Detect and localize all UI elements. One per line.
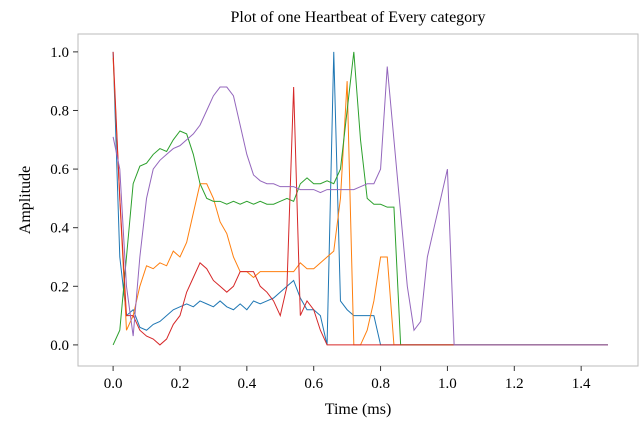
series-line xyxy=(112,66,608,346)
x-tick-label: 1.2 xyxy=(505,376,524,392)
series-line xyxy=(112,51,608,346)
y-tick-label: 0.8 xyxy=(50,103,69,119)
x-tick-label: 0.4 xyxy=(237,376,256,392)
y-tick-label: 1.0 xyxy=(50,45,69,61)
x-tick-label: 1.0 xyxy=(438,376,457,392)
x-axis-label: Time (ms) xyxy=(325,401,392,418)
chart-title: Plot of one Heartbeat of Every category xyxy=(230,9,485,26)
x-tick-label: 0.0 xyxy=(104,376,123,392)
x-tick-label: 0.6 xyxy=(304,376,323,392)
series-line xyxy=(112,51,608,346)
x-tick-label: 1.4 xyxy=(572,376,591,392)
y-tick-label: 0.6 xyxy=(50,162,69,178)
plot-frame xyxy=(77,33,639,367)
y-tick-label: 0.4 xyxy=(50,221,69,237)
y-tick-label: 0.0 xyxy=(50,338,69,354)
x-tick-label: 0.8 xyxy=(371,376,390,392)
series-line xyxy=(112,57,608,346)
x-tick-label: 0.2 xyxy=(171,376,190,392)
y-axis-label: Amplitude xyxy=(17,166,34,234)
series-line xyxy=(112,51,608,346)
y-tick-label: 0.2 xyxy=(50,279,69,295)
